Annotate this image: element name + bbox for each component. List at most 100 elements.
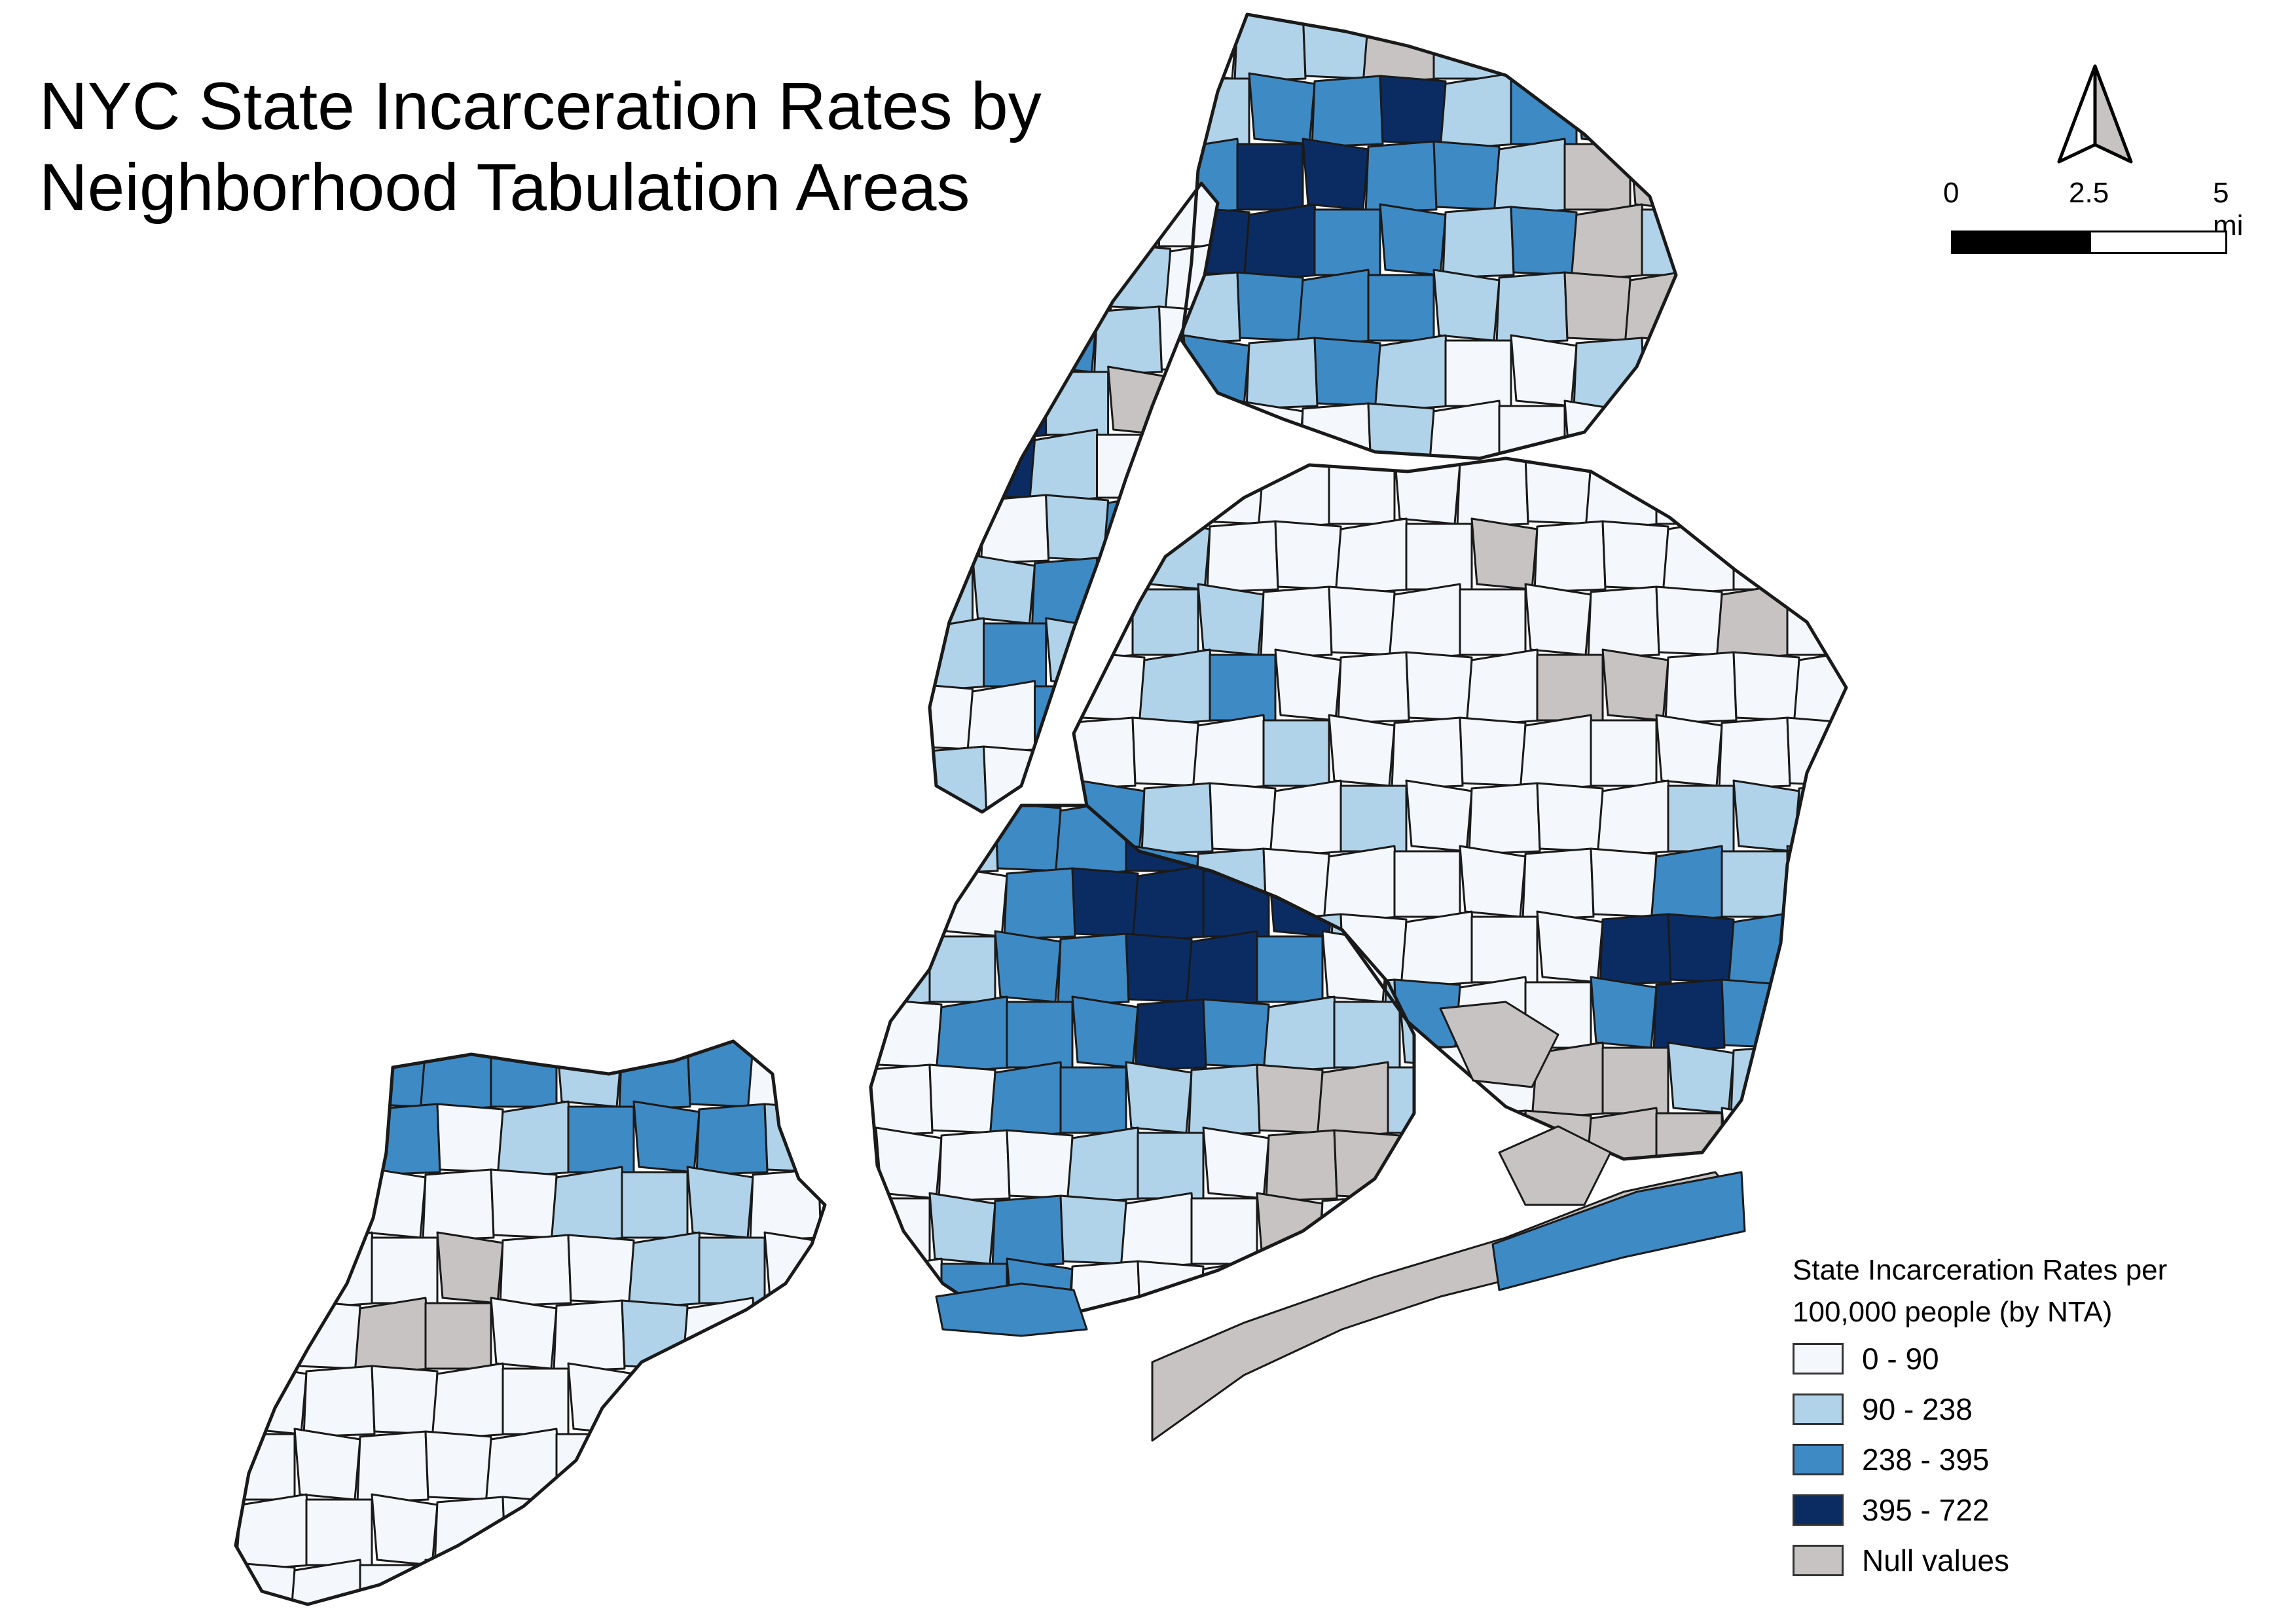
legend-title: State Incarceration Rates per 100,000 pe… bbox=[1793, 1249, 2251, 1333]
nta-region bbox=[1584, 1107, 1663, 1159]
nta-region bbox=[983, 240, 1048, 310]
nta-region bbox=[550, 1166, 629, 1244]
nta-region bbox=[1137, 1132, 1205, 1200]
nta-region bbox=[1182, 334, 1250, 407]
nta-region bbox=[293, 1299, 361, 1370]
nta-region bbox=[991, 1194, 1065, 1268]
nta-region bbox=[1262, 995, 1341, 1074]
nta-region bbox=[490, 1297, 558, 1370]
nta-region bbox=[1206, 520, 1279, 593]
nta-region bbox=[1519, 714, 1597, 792]
nta-region bbox=[1432, 140, 1501, 211]
nta-region bbox=[1629, 138, 1676, 211]
north-arrow-icon bbox=[2057, 64, 2133, 164]
nta-region bbox=[752, 1430, 820, 1501]
nta-region bbox=[1071, 867, 1139, 938]
nta-region bbox=[1379, 203, 1447, 276]
nta-region bbox=[698, 1493, 766, 1566]
nta-region bbox=[1209, 654, 1277, 722]
nta-region bbox=[1718, 716, 1791, 790]
nta-region bbox=[236, 1041, 296, 1108]
nta-region bbox=[1322, 845, 1401, 923]
nta-region bbox=[562, 1493, 640, 1572]
nta-region bbox=[1498, 1125, 1612, 1206]
nta-region bbox=[1182, 77, 1250, 145]
nta-region bbox=[1302, 14, 1370, 80]
nta-region bbox=[371, 1493, 439, 1566]
nta-region bbox=[1236, 143, 1304, 211]
nta-region bbox=[935, 1282, 1088, 1337]
nta-region bbox=[752, 1559, 820, 1604]
nta-region bbox=[1311, 75, 1384, 148]
nta-region bbox=[698, 1236, 766, 1304]
nta-region bbox=[875, 870, 943, 938]
nta-region bbox=[1393, 1126, 1414, 1205]
nta-region bbox=[1781, 976, 1846, 1054]
nta-region bbox=[1491, 1171, 1746, 1291]
nta-region bbox=[1003, 867, 1076, 940]
nta-region bbox=[928, 1063, 996, 1134]
nta-region bbox=[431, 1362, 509, 1441]
nta-region bbox=[1245, 337, 1319, 410]
scale-segment-white bbox=[2089, 231, 2227, 254]
nta-region bbox=[1333, 1129, 1401, 1200]
nta-region bbox=[1256, 1063, 1324, 1134]
nta-region bbox=[422, 1168, 495, 1242]
nta-region bbox=[1432, 268, 1501, 342]
nta-region bbox=[1400, 910, 1478, 989]
nta-region bbox=[1125, 932, 1193, 1003]
nta-region bbox=[1590, 847, 1658, 918]
nta-region bbox=[1071, 995, 1139, 1069]
nta-region bbox=[236, 1493, 313, 1572]
nta-region bbox=[1031, 557, 1101, 627]
nta-region bbox=[1655, 1112, 1723, 1159]
nta-region bbox=[1456, 458, 1529, 528]
nta-region bbox=[1405, 779, 1473, 853]
nta-region bbox=[499, 1234, 572, 1307]
nta-region bbox=[1721, 1107, 1789, 1159]
nta-region bbox=[1442, 206, 1515, 279]
nta-region bbox=[930, 245, 985, 310]
nta-region bbox=[1029, 428, 1103, 504]
nta-region bbox=[1498, 14, 1566, 80]
nta-region bbox=[1667, 784, 1735, 853]
nta-region bbox=[236, 1299, 299, 1373]
nta-region bbox=[1367, 274, 1435, 342]
nta-region bbox=[433, 1496, 507, 1569]
nta-region bbox=[683, 1430, 757, 1504]
nta-region bbox=[1364, 140, 1438, 213]
nta-region bbox=[983, 745, 1048, 812]
legend-item-0-90: 0 - 90 bbox=[1793, 1333, 2251, 1384]
nta-region bbox=[1721, 850, 1789, 918]
nta-region bbox=[1262, 719, 1330, 787]
nta-region bbox=[752, 1302, 820, 1370]
nta-region bbox=[293, 1171, 361, 1239]
nta-region bbox=[1316, 1061, 1394, 1139]
nta-region bbox=[746, 1041, 825, 1113]
nta-region bbox=[621, 1299, 689, 1370]
nta-region bbox=[354, 1297, 432, 1375]
nta-region bbox=[1587, 585, 1660, 659]
nta-region bbox=[972, 431, 1036, 499]
nta-region bbox=[1510, 334, 1578, 407]
nta-region bbox=[293, 1428, 361, 1501]
nta-region bbox=[1650, 845, 1728, 923]
nta-region bbox=[1786, 716, 1846, 787]
nta-region bbox=[1192, 714, 1270, 792]
nta-region bbox=[1066, 1126, 1144, 1205]
nta-region bbox=[630, 1365, 703, 1438]
map-title-line2: Neighborhood Tabulation Areas bbox=[39, 150, 970, 225]
nta-region bbox=[1319, 1194, 1392, 1268]
legend-label: 90 - 238 bbox=[1862, 1392, 1973, 1426]
nta-region bbox=[1510, 206, 1578, 276]
legend-label: 0 - 90 bbox=[1862, 1341, 1939, 1376]
nta-region bbox=[1798, 915, 1846, 984]
nta-region bbox=[928, 1192, 996, 1265]
map-title: NYC State Incarceration Rates by Neighbo… bbox=[39, 65, 1152, 228]
nta-region bbox=[567, 1105, 635, 1173]
nta-region bbox=[1074, 716, 1137, 790]
nta-region bbox=[980, 494, 1050, 564]
nta-region bbox=[1158, 428, 1218, 499]
nta-region bbox=[1638, 75, 1676, 148]
legend-swatch bbox=[1793, 1494, 1844, 1526]
